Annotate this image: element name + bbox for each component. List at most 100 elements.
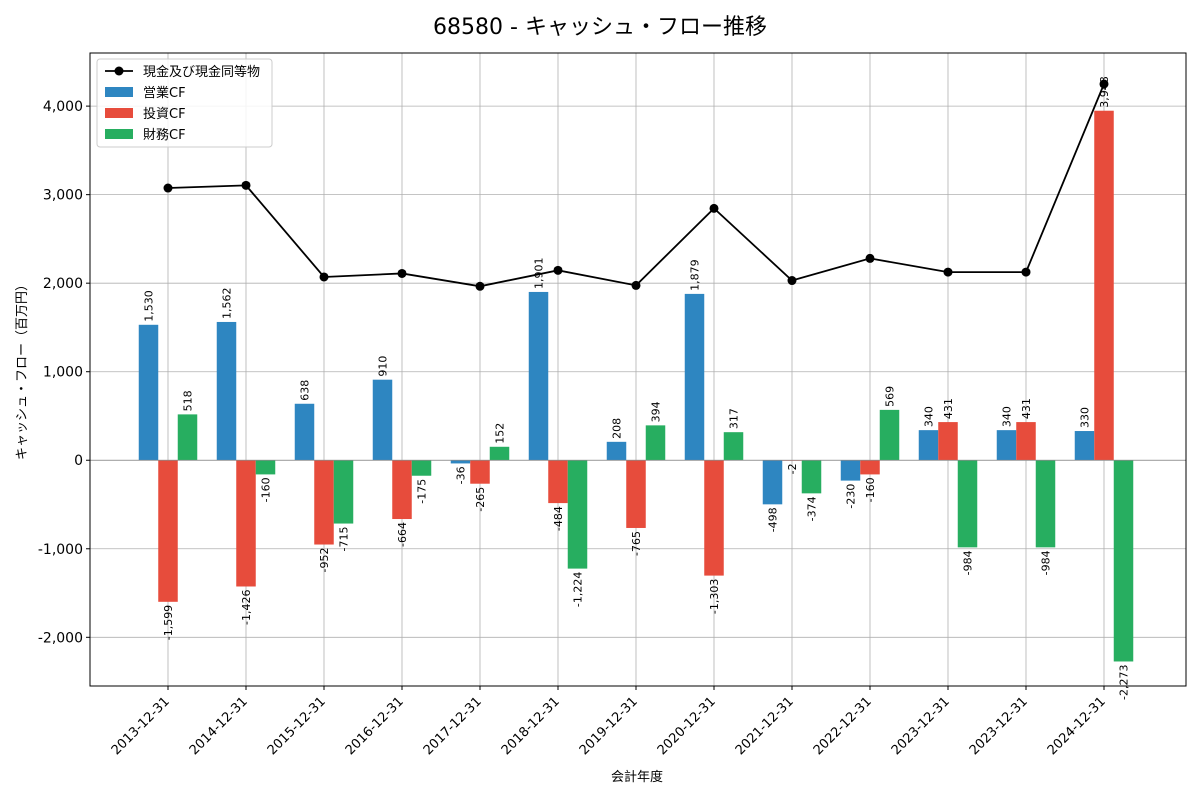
bar-営業CF bbox=[216, 321, 237, 461]
bar-投資CF bbox=[704, 460, 724, 576]
legend-swatch bbox=[105, 87, 133, 97]
data-label: -265 bbox=[474, 487, 487, 512]
data-label: 1,530 bbox=[143, 290, 156, 322]
y-tick-label: -1,000 bbox=[38, 542, 83, 558]
y-tick-label: 3,000 bbox=[43, 188, 83, 204]
bar-投資CF bbox=[314, 460, 334, 545]
bar-財務CF bbox=[255, 460, 276, 475]
legend-marker-icon bbox=[114, 66, 124, 76]
bar-財務CF bbox=[801, 460, 822, 494]
data-label: 431 bbox=[1020, 398, 1033, 419]
data-labels: 1,530 1,562 638 910 -36 1,901 208 1,879 -498 -230… bbox=[143, 76, 1131, 700]
legend-label: 財務CF bbox=[143, 128, 186, 143]
data-label: 569 bbox=[884, 386, 897, 407]
data-label: -984 bbox=[1040, 550, 1053, 575]
data-label: -1,303 bbox=[708, 579, 721, 614]
bar-投資CF bbox=[1016, 422, 1036, 461]
data-label: 1,879 bbox=[689, 259, 702, 291]
data-label: 1,901 bbox=[533, 257, 546, 289]
data-label: -498 bbox=[767, 507, 780, 532]
cash-point bbox=[865, 253, 875, 263]
bar-営業CF bbox=[762, 460, 783, 505]
data-label: 3,948 bbox=[1098, 76, 1111, 108]
data-label: 317 bbox=[728, 408, 741, 429]
data-label: 152 bbox=[494, 423, 507, 444]
bar-投資CF bbox=[470, 460, 490, 484]
data-label: -36 bbox=[455, 466, 468, 484]
bar-営業CF bbox=[606, 441, 627, 461]
cash-point bbox=[1099, 79, 1109, 89]
data-label: -1,599 bbox=[162, 605, 175, 640]
data-label: -1,224 bbox=[572, 572, 585, 607]
data-label: 208 bbox=[611, 418, 624, 439]
data-label: 340 bbox=[1001, 406, 1014, 427]
x-axis-label: 会計年度 bbox=[611, 769, 663, 785]
cash-point bbox=[787, 276, 797, 286]
data-label: 340 bbox=[923, 406, 936, 427]
bar-投資CF bbox=[1094, 110, 1114, 461]
bar-投資CF bbox=[158, 460, 178, 602]
bar-投資CF bbox=[236, 460, 256, 587]
bar-営業CF bbox=[684, 293, 705, 461]
bar-財務CF bbox=[177, 414, 198, 461]
legend-label: 営業CF bbox=[143, 85, 186, 101]
bar-投資CF bbox=[860, 460, 880, 475]
bars bbox=[138, 110, 1134, 662]
cash-point bbox=[553, 265, 563, 275]
data-label: 330 bbox=[1079, 407, 1092, 428]
data-label: -664 bbox=[396, 522, 409, 547]
data-label: -160 bbox=[260, 477, 273, 502]
data-label: 910 bbox=[377, 356, 390, 377]
data-label: -765 bbox=[630, 531, 643, 556]
data-label: 394 bbox=[650, 401, 663, 422]
y-tick-label: 0 bbox=[74, 453, 83, 469]
cash-point bbox=[1021, 267, 1031, 277]
data-label: -484 bbox=[552, 506, 565, 531]
plot-frame bbox=[89, 52, 1187, 687]
bar-営業CF bbox=[996, 430, 1017, 461]
legend-label: 投資CF bbox=[143, 106, 186, 122]
data-label: 638 bbox=[299, 380, 312, 401]
bar-財務CF bbox=[1113, 460, 1134, 662]
bar-営業CF bbox=[450, 460, 471, 464]
chart-title: 68580 - キャッシュ・フロー推移 bbox=[433, 15, 767, 40]
bar-営業CF bbox=[138, 324, 159, 461]
data-label: -2,273 bbox=[1118, 664, 1131, 699]
legend-label: 現金及び現金同等物 bbox=[143, 64, 260, 80]
bar-財務CF bbox=[489, 446, 510, 461]
cash-point bbox=[943, 267, 953, 277]
bar-財務CF bbox=[411, 460, 432, 476]
bar-投資CF bbox=[626, 460, 646, 528]
data-label: -2 bbox=[786, 463, 799, 474]
y-tick-label: 1,000 bbox=[43, 365, 83, 381]
data-label: -230 bbox=[845, 484, 858, 509]
bar-営業CF bbox=[840, 460, 861, 481]
cash-line-series bbox=[163, 79, 1109, 291]
legend-swatch bbox=[105, 129, 133, 139]
data-label: -374 bbox=[806, 496, 819, 521]
cash-point bbox=[241, 180, 251, 190]
cash-point bbox=[163, 183, 173, 193]
bar-営業CF bbox=[918, 430, 939, 461]
bar-財務CF bbox=[879, 409, 900, 461]
bar-財務CF bbox=[567, 460, 588, 569]
bar-営業CF bbox=[372, 379, 393, 461]
y-axis-label: キャッシュ・フロー（百万円） bbox=[15, 278, 30, 460]
data-label: 518 bbox=[182, 390, 195, 411]
legend-box bbox=[96, 58, 273, 148]
bar-投資CF bbox=[392, 460, 412, 520]
bar-投資CF bbox=[548, 460, 568, 504]
data-label: -160 bbox=[864, 477, 877, 502]
cash-point bbox=[709, 203, 719, 213]
bar-財務CF bbox=[1035, 460, 1056, 548]
cash-point bbox=[475, 281, 485, 291]
bar-財務CF bbox=[333, 460, 354, 524]
cash-point bbox=[397, 268, 407, 278]
y-tick-label: 4,000 bbox=[43, 99, 83, 115]
bar-営業CF bbox=[528, 291, 549, 461]
data-label: -715 bbox=[338, 527, 351, 552]
data-label: 1,562 bbox=[221, 287, 234, 319]
bar-財務CF bbox=[645, 425, 666, 461]
